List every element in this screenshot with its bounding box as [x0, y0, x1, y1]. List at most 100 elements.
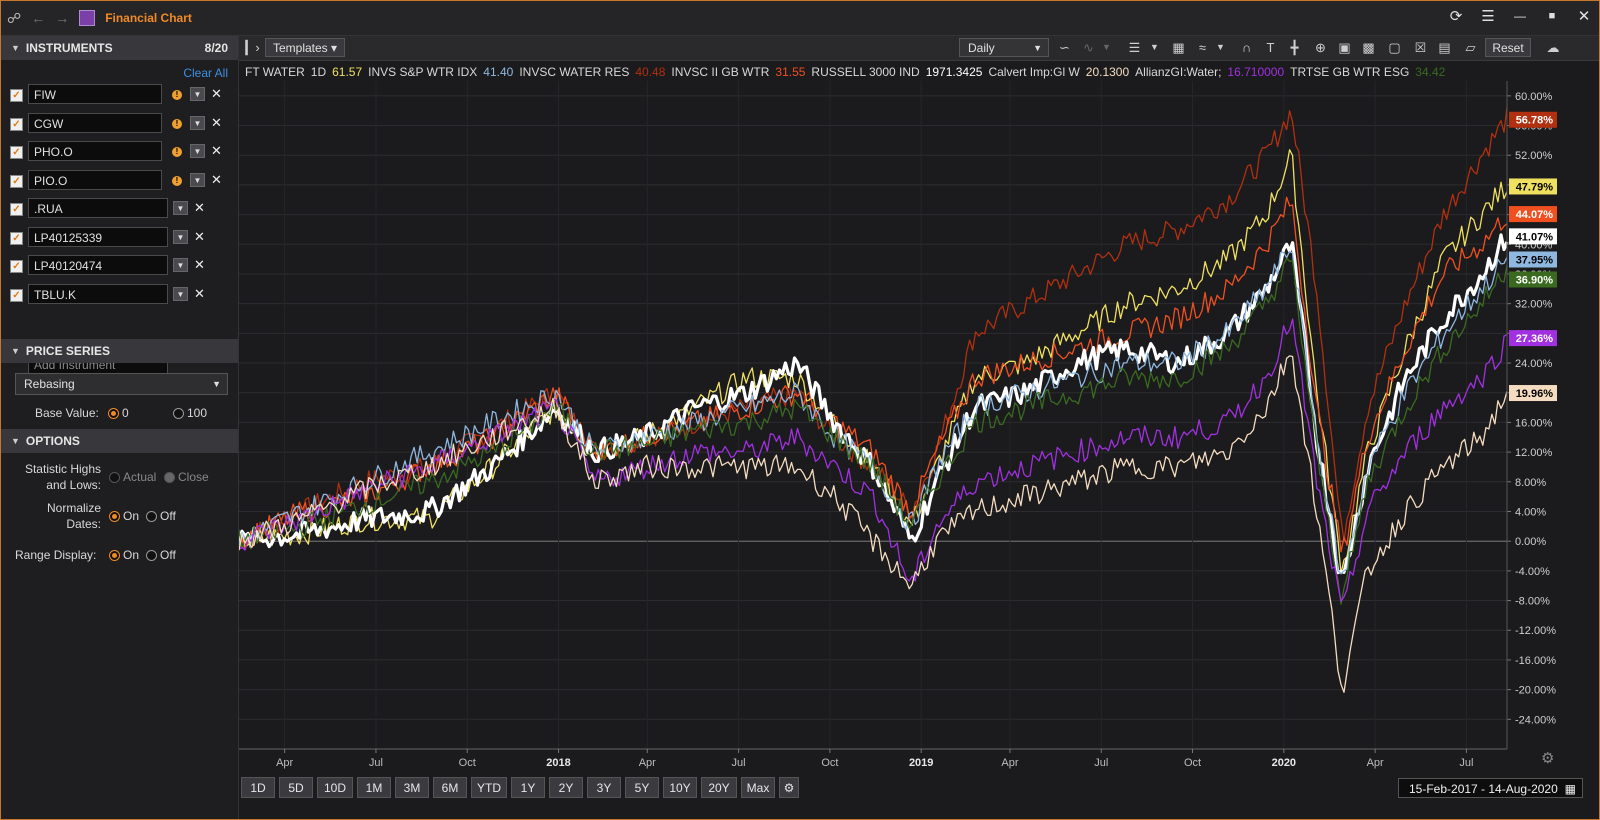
chevron-down-icon[interactable]: ▼	[1102, 42, 1111, 52]
instrument-checkbox[interactable]: ✓	[10, 288, 23, 302]
forward-icon[interactable]: →	[55, 10, 70, 26]
price-series-header[interactable]: ▼ PRICE SERIES	[1, 339, 238, 363]
close-icon[interactable]: ✕	[1577, 8, 1591, 25]
normalize-off-option[interactable]: Off	[146, 509, 176, 523]
range-button-20y[interactable]: 20Y	[701, 777, 737, 798]
maximize-icon[interactable]: ■	[1548, 10, 1556, 22]
grid-icon[interactable]: ▦	[1172, 40, 1185, 55]
list-icon[interactable]: ☰	[1128, 40, 1141, 55]
range-button-5d[interactable]: 5D	[279, 777, 313, 798]
wave-icon[interactable]: ≈	[1198, 40, 1207, 55]
templates-button[interactable]: Templates ▾	[265, 38, 345, 57]
link-icon[interactable]: ☍	[7, 10, 22, 26]
remove-instrument-icon[interactable]: ✕	[194, 285, 205, 301]
range-button-6m[interactable]: 6M	[433, 777, 467, 798]
fit-icon[interactable]: ▣	[1338, 40, 1351, 55]
instrument-dropdown-button[interactable]: ▼	[190, 115, 205, 130]
range-button-1y[interactable]: 1Y	[511, 777, 545, 798]
remove-instrument-icon[interactable]: ✕	[211, 86, 222, 101]
bar-type-icon[interactable]: ∿	[1083, 40, 1094, 55]
normalize-on-option[interactable]: On	[109, 509, 139, 523]
range-button-3y[interactable]: 3Y	[587, 777, 621, 798]
instrument-dropdown-button[interactable]: ▼	[173, 286, 188, 301]
menu-icon[interactable]: ☰	[1481, 8, 1495, 25]
calendar-icon[interactable]: ▦	[1564, 782, 1576, 796]
instrument-checkbox[interactable]: ✓	[10, 146, 23, 159]
range-button-10d[interactable]: 10D	[317, 777, 353, 798]
price-series-select[interactable]: Rebasing ▼	[15, 373, 228, 395]
base-value-0-option[interactable]: 0	[108, 406, 129, 420]
magnet-icon[interactable]: ∩	[1241, 40, 1252, 55]
legend-series-name[interactable]: RUSSELL 3000 IND	[811, 65, 920, 79]
instrument-input[interactable]: LP40125339	[28, 226, 168, 247]
warning-icon[interactable]: !	[172, 118, 182, 129]
table-icon[interactable]: ▤	[1438, 40, 1451, 55]
zoom-icon[interactable]: ⊕	[1315, 40, 1326, 55]
warning-icon[interactable]: !	[172, 147, 182, 157]
instrument-dropdown-button[interactable]: ▼	[190, 87, 205, 101]
instrument-input[interactable]: CGW	[28, 112, 162, 133]
legend-series-name[interactable]: INVSC WATER RES	[519, 65, 630, 79]
chevron-down-icon[interactable]: ▼	[1216, 42, 1225, 52]
instrument-dropdown-button[interactable]: ▼	[173, 229, 188, 244]
interval-select[interactable]: Daily ▼	[959, 38, 1049, 57]
range-button-2y[interactable]: 2Y	[549, 777, 583, 798]
remove-instrument-icon[interactable]: ✕	[194, 228, 205, 244]
range-settings-gear-icon[interactable]: ⚙	[779, 777, 799, 798]
instrument-input[interactable]: .RUA	[28, 198, 168, 218]
warning-icon[interactable]: !	[172, 90, 182, 100]
range-button-10y[interactable]: 10Y	[663, 777, 697, 798]
instrument-dropdown-button[interactable]: ▼	[173, 201, 188, 215]
range-button-5y[interactable]: 5Y	[625, 777, 659, 798]
range-button-1d[interactable]: 1D	[241, 777, 275, 798]
price-chart[interactable]: 60.00%56.00%52.00%48.00%44.00%40.00%36.0…	[239, 81, 1599, 773]
remove-instrument-icon[interactable]: ✕	[211, 143, 222, 158]
minimize-icon[interactable]: —	[1514, 9, 1526, 23]
range-button-1m[interactable]: 1M	[357, 777, 391, 798]
excel-icon[interactable]: ☒	[1414, 40, 1427, 55]
cloud-icon[interactable]: ☁	[1546, 40, 1560, 55]
chart-export-icon[interactable]: ▱	[1465, 40, 1476, 55]
instrument-dropdown-button[interactable]: ▼	[173, 258, 188, 272]
legend-series-name[interactable]: Calvert Imp:Gl W	[988, 65, 1080, 79]
instrument-checkbox[interactable]: ✓	[10, 117, 23, 131]
base-value-100-option[interactable]: 100	[173, 406, 207, 420]
options-header[interactable]: ▼ OPTIONS	[1, 429, 238, 453]
legend-series-name[interactable]: FT WATER	[245, 65, 305, 79]
range-button-ytd[interactable]: YTD	[471, 777, 507, 798]
remove-instrument-icon[interactable]: ✕	[211, 171, 222, 187]
instrument-checkbox[interactable]: ✓	[10, 203, 23, 216]
range-off-option[interactable]: Off	[146, 548, 176, 562]
range-button-3m[interactable]: 3M	[395, 777, 429, 798]
line-chart-icon[interactable]: ∽	[1059, 40, 1070, 55]
chevron-down-icon[interactable]: ▼	[1150, 42, 1159, 52]
layout-icon[interactable]: ▩	[1362, 40, 1375, 55]
remove-instrument-icon[interactable]: ✕	[194, 257, 205, 272]
instruments-header[interactable]: ▼ INSTRUMENTS 8/20	[1, 36, 238, 60]
settings-gear-icon[interactable]: ⚙	[1541, 749, 1554, 767]
instrument-input[interactable]: LP40120474	[28, 255, 168, 275]
remove-instrument-icon[interactable]: ✕	[211, 114, 222, 130]
range-on-option[interactable]: On	[109, 548, 139, 562]
range-button-max[interactable]: Max	[741, 777, 775, 798]
refresh-icon[interactable]: ⟳	[1449, 8, 1463, 25]
legend-series-name[interactable]: INVSC II GB WTR	[671, 65, 770, 79]
frame-icon[interactable]: ▢	[1388, 40, 1401, 55]
instrument-dropdown-button[interactable]: ▼	[190, 172, 205, 187]
instrument-checkbox[interactable]: ✓	[10, 89, 23, 102]
legend-series-name[interactable]: AllianzGI:Water;	[1135, 65, 1222, 79]
instrument-checkbox[interactable]: ✓	[10, 174, 23, 188]
instrument-checkbox[interactable]: ✓	[10, 260, 23, 273]
legend-series-name[interactable]: INVS S&P WTR IDX	[368, 65, 478, 79]
instrument-input[interactable]: PIO.O	[28, 169, 162, 190]
date-range-input[interactable]: 15-Feb-2017 - 14-Aug-2020 ▦	[1398, 778, 1583, 798]
text-icon[interactable]: T	[1266, 40, 1275, 55]
reset-button[interactable]: Reset	[1485, 38, 1531, 57]
instrument-input[interactable]: TBLU.K	[28, 283, 168, 304]
crosshair-icon[interactable]: ╋	[1290, 40, 1299, 55]
legend-series-name[interactable]: TRTSE GB WTR ESG	[1290, 65, 1410, 79]
back-icon[interactable]: ←	[31, 10, 46, 26]
warning-icon[interactable]: !	[172, 175, 182, 186]
instrument-input[interactable]: PHO.O	[28, 141, 162, 161]
instrument-checkbox[interactable]: ✓	[10, 231, 23, 245]
